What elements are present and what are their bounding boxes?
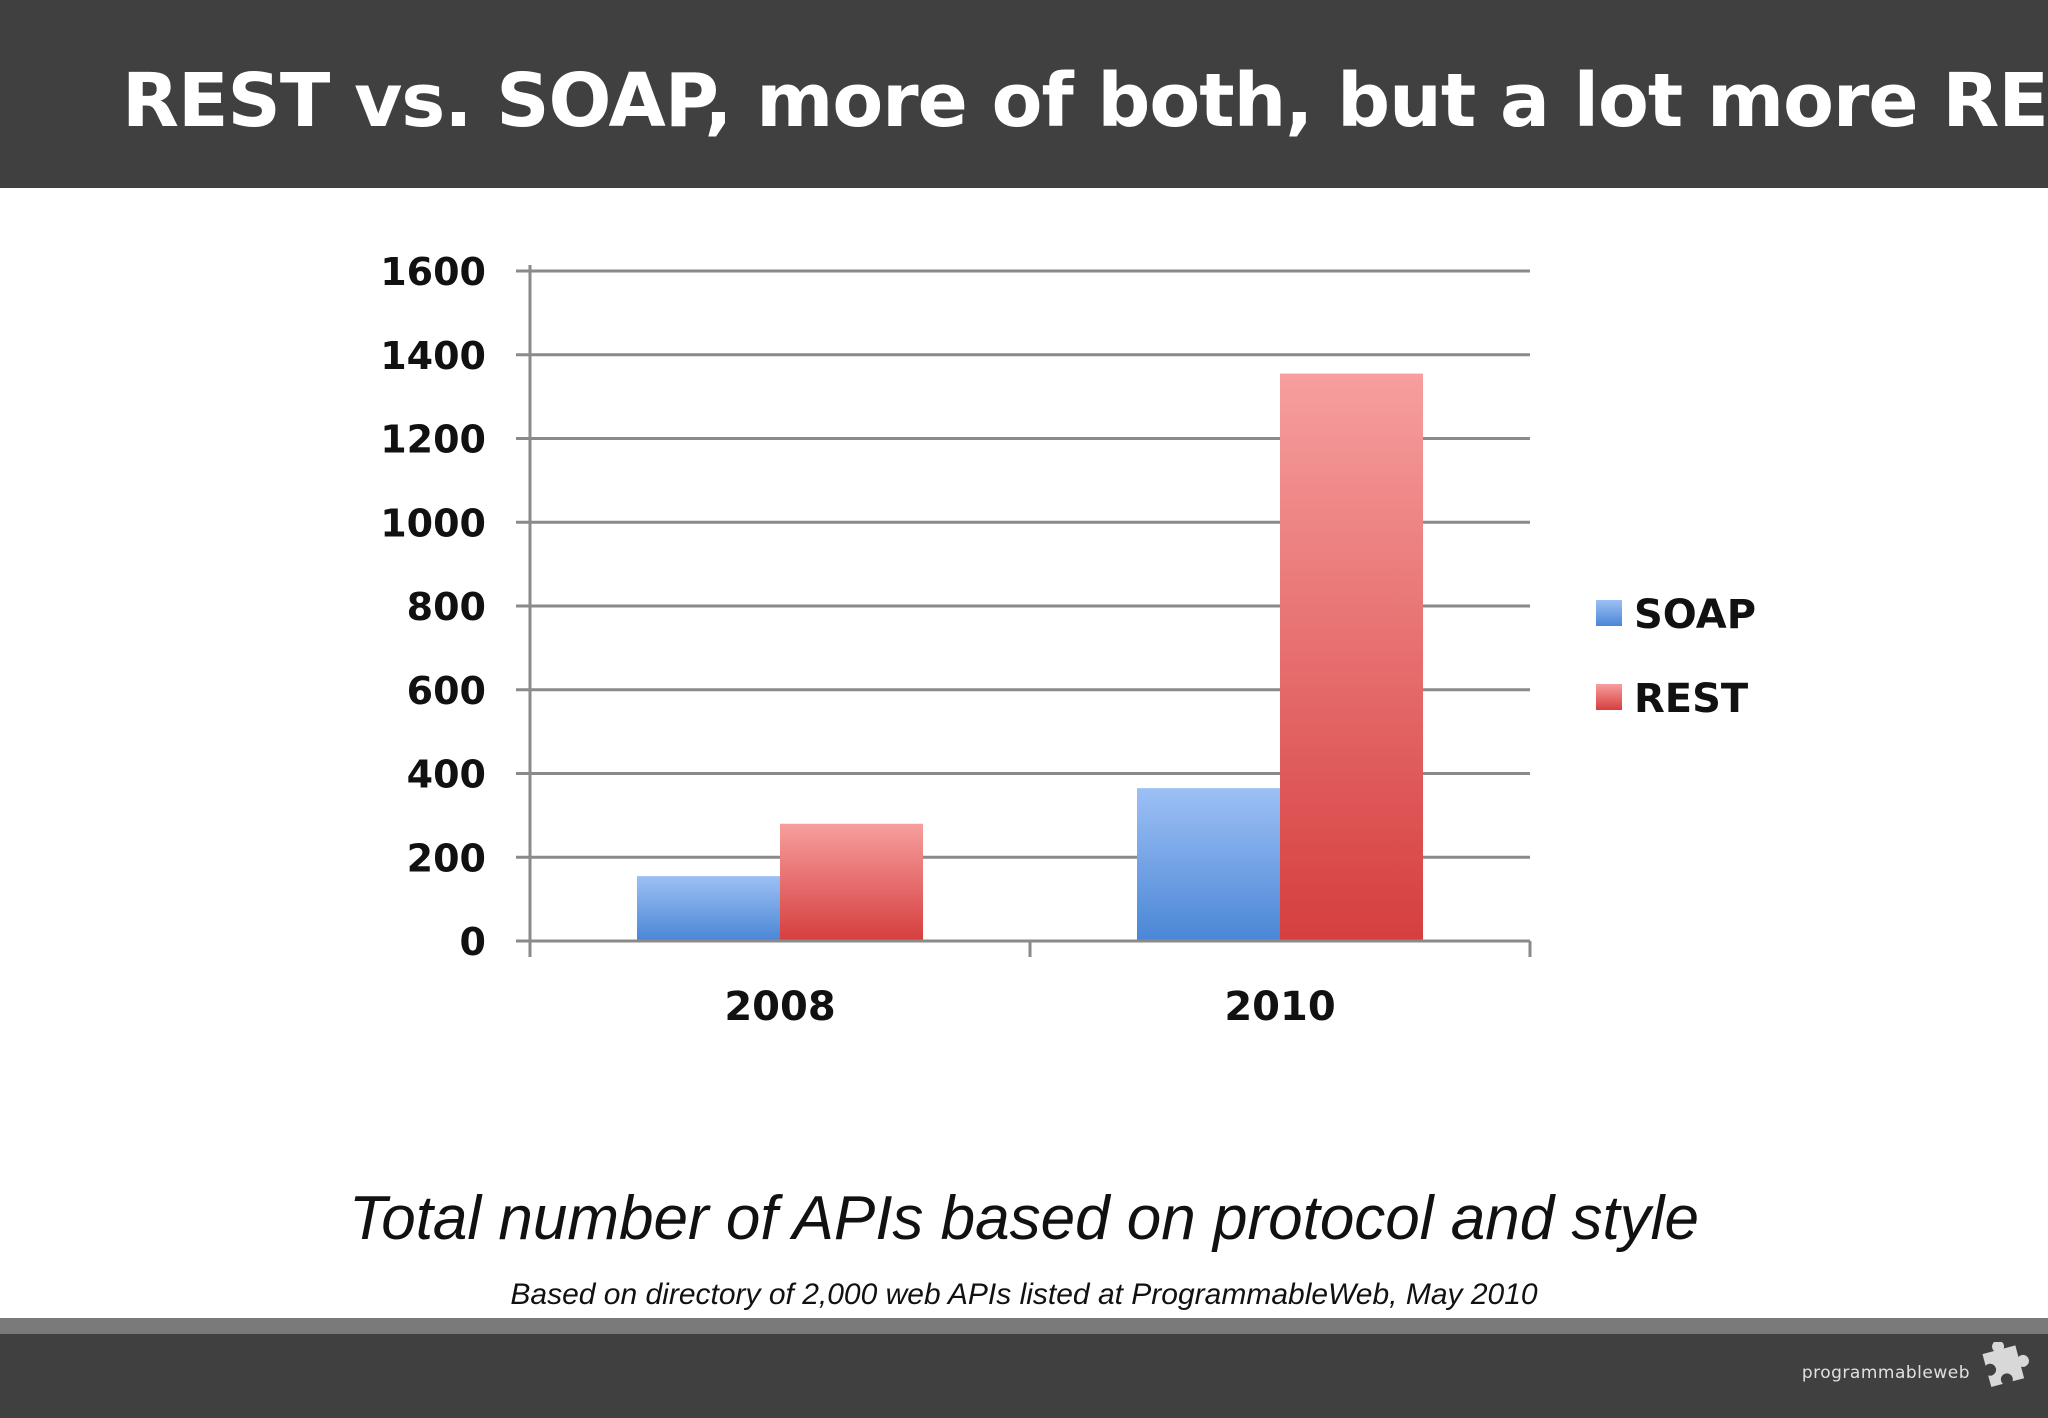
legend-swatch-rest (1596, 684, 1622, 710)
y-tick-label: 1600 (380, 250, 486, 294)
bar-soap-2008 (637, 876, 780, 941)
bar-soap-2010 (1137, 788, 1280, 941)
chart-source-note: Based on directory of 2,000 web APIs lis… (510, 1278, 1538, 1311)
legend-label-rest: REST (1634, 676, 1749, 722)
bars (637, 373, 1423, 941)
y-tick-label: 1000 (380, 501, 486, 545)
y-tick-label: 1200 (380, 418, 486, 462)
y-tick-label: 600 (407, 669, 486, 713)
chart-caption: Total number of APIs based on protocol a… (349, 1184, 1699, 1253)
y-tick-label: 800 (407, 585, 486, 629)
y-tick-label: 1400 (380, 334, 486, 378)
x-category-label: 2008 (724, 984, 835, 1030)
slide-footer (0, 1334, 2048, 1418)
legend-swatch-soap (1596, 600, 1622, 626)
axes (516, 265, 1532, 957)
bar-rest-2010 (1280, 373, 1423, 941)
legend-label-soap: SOAP (1634, 592, 1756, 638)
puzzle-piece-icon (1982, 1342, 2029, 1387)
logo-text: programmableweb (1801, 1363, 1970, 1383)
x-category-label: 2010 (1224, 984, 1335, 1030)
gridlines (530, 269, 1530, 859)
y-tick-label: 0 (460, 920, 486, 964)
bar-rest-2008 (780, 823, 923, 941)
footer-divider (0, 1318, 2048, 1334)
slide-title: REST vs. SOAP, more of both, but a lot m… (122, 58, 2048, 144)
slide-header: REST vs. SOAP, more of both, but a lot m… (0, 0, 2048, 188)
programmableweb-logo: programmableweb (1802, 1338, 2032, 1408)
y-tick-label: 200 (407, 836, 486, 880)
bar-chart: 0 200 400 600 800 1000 1200 1400 1600 2008 2010 SO… (380, 250, 1756, 1030)
tick-labels: 0 200 400 600 800 1000 1200 1400 1600 2008 2010 (380, 250, 1335, 1030)
legend: SOAP REST (1596, 592, 1756, 722)
y-tick-label: 400 (407, 753, 486, 797)
